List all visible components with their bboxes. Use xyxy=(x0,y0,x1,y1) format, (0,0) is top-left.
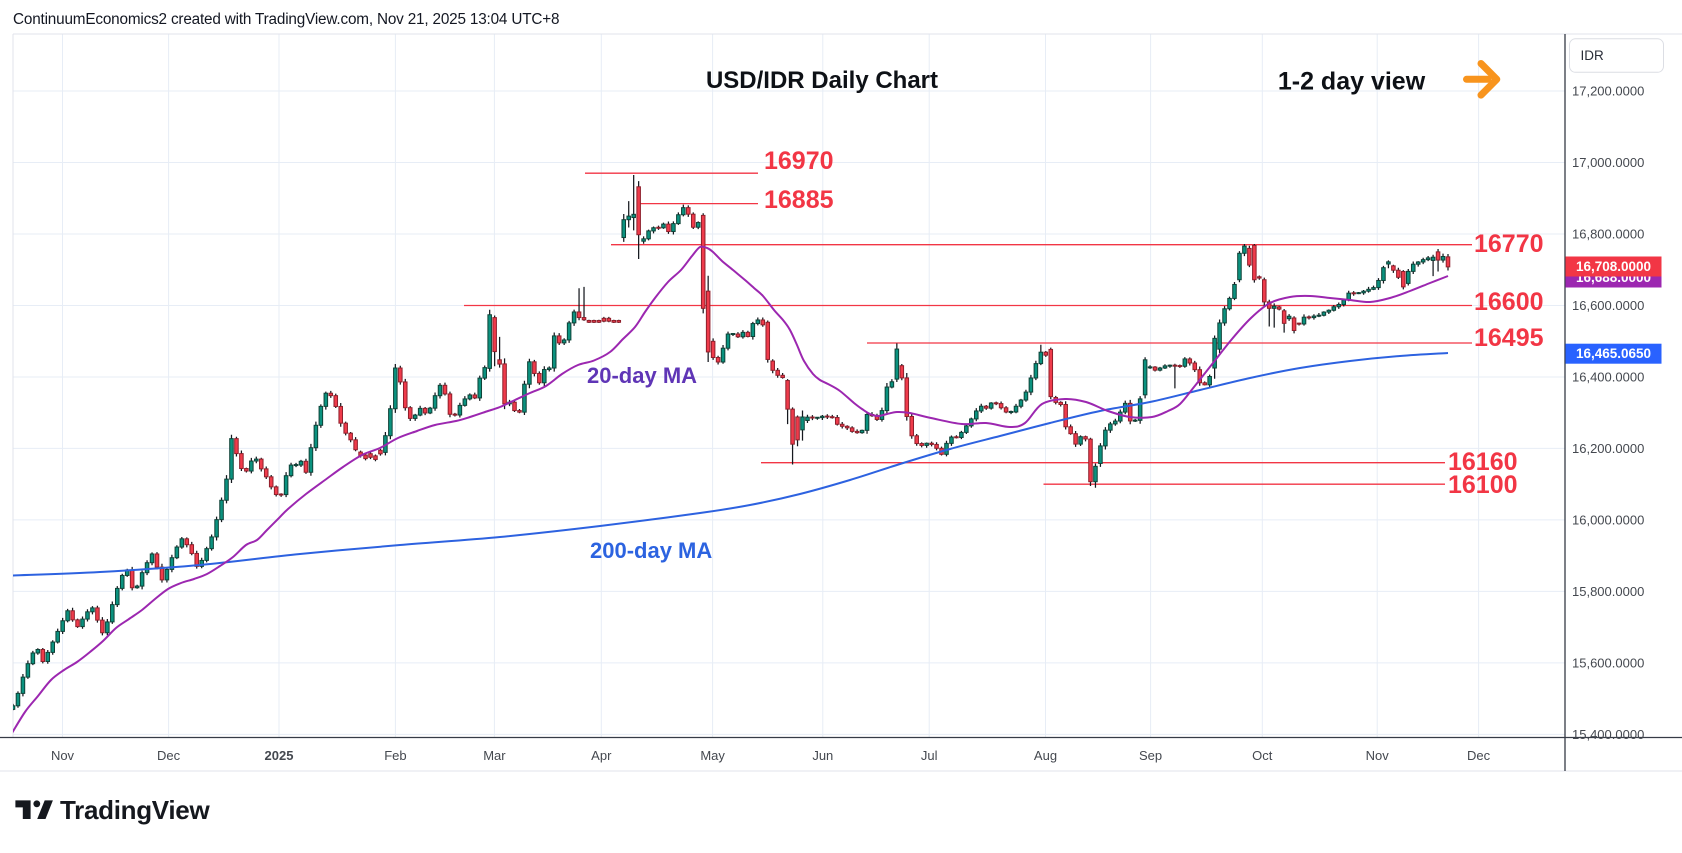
svg-text:Aug: Aug xyxy=(1034,748,1057,763)
svg-text:15,800.0000: 15,800.0000 xyxy=(1572,584,1644,599)
svg-text:16970: 16970 xyxy=(764,147,834,175)
svg-text:17,200.0000: 17,200.0000 xyxy=(1572,84,1644,99)
svg-text:Jun: Jun xyxy=(812,748,833,763)
svg-text:Jul: Jul xyxy=(921,748,938,763)
svg-text:16160: 16160 xyxy=(1448,448,1518,476)
svg-text:16885: 16885 xyxy=(764,186,834,214)
svg-text:16770: 16770 xyxy=(1474,230,1544,258)
svg-text:16,400.0000: 16,400.0000 xyxy=(1572,370,1644,385)
svg-text:Dec: Dec xyxy=(1467,748,1491,763)
svg-text:TradingView: TradingView xyxy=(60,795,210,825)
svg-text:17,000.0000: 17,000.0000 xyxy=(1572,155,1644,170)
svg-text:20-day MA: 20-day MA xyxy=(587,363,697,388)
svg-text:IDR: IDR xyxy=(1581,48,1605,63)
svg-text:16495: 16495 xyxy=(1474,324,1544,352)
svg-text:200-day MA: 200-day MA xyxy=(590,538,712,563)
svg-text:16,000.0000: 16,000.0000 xyxy=(1572,512,1644,527)
svg-text:15,400.0000: 15,400.0000 xyxy=(1572,727,1644,742)
svg-text:16,800.0000: 16,800.0000 xyxy=(1572,227,1644,242)
svg-text:16100: 16100 xyxy=(1448,471,1518,499)
svg-text:Apr: Apr xyxy=(591,748,612,763)
svg-text:Nov: Nov xyxy=(1366,748,1390,763)
svg-text:Dec: Dec xyxy=(157,748,181,763)
svg-text:1-2 day view: 1-2 day view xyxy=(1278,68,1426,96)
svg-text:USD/IDR Daily Chart: USD/IDR Daily Chart xyxy=(706,67,938,94)
svg-text:Feb: Feb xyxy=(384,748,406,763)
svg-text:16,200.0000: 16,200.0000 xyxy=(1572,441,1644,456)
svg-text:Mar: Mar xyxy=(483,748,506,763)
svg-text:Nov: Nov xyxy=(51,748,75,763)
svg-text:15,600.0000: 15,600.0000 xyxy=(1572,655,1644,670)
svg-text:16,465.0650: 16,465.0650 xyxy=(1576,346,1651,361)
svg-text:ContinuumEconomics2 created wi: ContinuumEconomics2 created with Trading… xyxy=(13,11,559,28)
svg-text:Oct: Oct xyxy=(1252,748,1273,763)
svg-text:16,708.0000: 16,708.0000 xyxy=(1576,259,1651,274)
svg-text:May: May xyxy=(700,748,725,763)
svg-text:2025: 2025 xyxy=(265,748,294,763)
svg-text:Sep: Sep xyxy=(1139,748,1162,763)
svg-text:16,600.0000: 16,600.0000 xyxy=(1572,298,1644,313)
svg-text:16600: 16600 xyxy=(1474,288,1544,316)
